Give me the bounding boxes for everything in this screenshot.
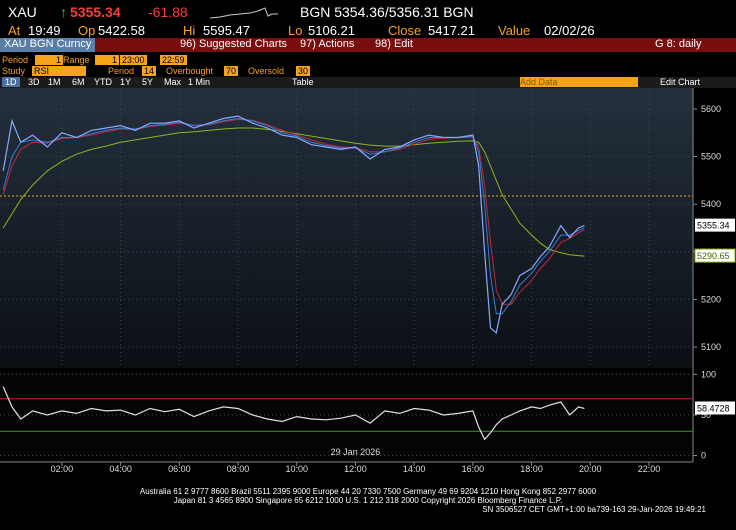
input[interactable]: 30 <box>296 66 311 76</box>
stat-value: 5422.58 <box>98 23 145 38</box>
label: Overbought <box>166 66 214 76</box>
label: Range <box>63 55 90 65</box>
menu-actions[interactable]: 97) Actions <box>300 38 355 50</box>
x-tick-label: 10:00 <box>285 464 308 474</box>
stat-value: 5417.21 <box>428 23 475 38</box>
rsi-label-box <box>695 401 735 415</box>
stat-value: 19:49 <box>28 23 61 38</box>
ticker: XAU <box>8 4 37 20</box>
range-tab[interactable]: 1D <box>2 77 20 87</box>
label: Study <box>2 66 26 76</box>
x-tick-label: 16:00 <box>462 464 485 474</box>
series-line <box>2 117 585 315</box>
stat-label: Value <box>498 23 531 38</box>
range-tab[interactable]: 6M <box>72 77 85 87</box>
series-line <box>2 115 585 334</box>
y-tick-label: 5400 <box>701 199 721 209</box>
input[interactable]: 1 <box>95 55 119 65</box>
series-line <box>2 386 585 441</box>
x-tick-label: 18:00 <box>520 464 543 474</box>
tab-row: Add Data Edit Chart 1D 3D 1M 6M YTD 1Y 5Y Max 1 … <box>0 77 736 88</box>
series-line <box>2 118 585 305</box>
last-label-box <box>695 218 735 232</box>
security[interactable]: XAU BGN Curncy <box>0 38 96 52</box>
price-panel <box>0 88 693 368</box>
stat-label: Close <box>388 23 422 38</box>
stat-value: 5595.47 <box>203 23 250 38</box>
y-tick-label: 100 <box>701 369 716 379</box>
x-tick-label: 22:00 <box>638 464 661 474</box>
y-tick-label: 5100 <box>701 342 721 352</box>
x-tick-label: 12:00 <box>344 464 367 474</box>
stat-label: Op <box>78 23 96 38</box>
date-label: 29 Jan 2026 <box>331 447 381 457</box>
range-tab[interactable]: 5Y <box>142 77 154 87</box>
input[interactable]: 22:59 <box>160 55 187 65</box>
input[interactable]: 14 <box>142 66 157 76</box>
study-row: Study RSI Period 14 Overbought 70 Overso… <box>0 66 736 77</box>
y-tick-label: 50 <box>701 410 711 420</box>
chart-number[interactable]: G 8: daily <box>655 38 702 50</box>
bid-ask: BGN 5354.36/5356.31 BGN <box>300 4 474 20</box>
stat-label: At <box>8 23 21 38</box>
edit-chart[interactable]: Edit Chart <box>660 77 701 87</box>
x-tick-label: 14:00 <box>403 464 426 474</box>
y-tick-label: 5200 <box>701 294 721 304</box>
toolbar: XAU BGN Curncy 96) Suggested Charts 97) … <box>0 38 736 52</box>
series-line <box>2 127 585 257</box>
quote-stats: At 19:49 Op 5422.58 Hi 5595.47 Lo 5106.21 Close 5… <box>0 23 736 38</box>
footer-line: Japan 81 3 4565 8900 Singapore 65 6212 1… <box>173 496 563 505</box>
net-change: -61.88 <box>148 4 188 20</box>
period-row: Period 1 Range 1 23:00 22:59 <box>0 55 736 66</box>
label: Period <box>2 55 29 65</box>
x-tick-label: 20:00 <box>579 464 602 474</box>
last-price: 5355.34 <box>70 4 121 20</box>
range-tab[interactable]: 1 Min <box>188 77 211 87</box>
label: Oversold <box>248 66 285 76</box>
last-label: 5355.34 <box>697 221 730 231</box>
stat-value: 5106.21 <box>308 23 355 38</box>
footer-line: SN 3506527 CET GMT+1:00 ba739-163 29-Jan… <box>482 505 706 514</box>
quote-header: XAU ↑ 5355.34 -61.88 BGN 5354.36/5356.31… <box>0 4 736 22</box>
input[interactable]: 70 <box>224 66 239 76</box>
stat-label: Lo <box>288 23 303 38</box>
y-tick-label: 0 <box>701 451 706 461</box>
y-tick-label: 5500 <box>701 152 721 162</box>
range-tab[interactable]: 3D <box>28 77 40 87</box>
range-tab[interactable]: Max <box>164 77 182 87</box>
x-tick-label: 02:00 <box>51 464 74 474</box>
ma-label: 5290.65 <box>697 251 730 261</box>
label: Period <box>108 66 135 76</box>
input[interactable]: 23:00 <box>120 55 147 65</box>
chart-area: 02:00 04:00 06:00 08:00 10:00 12:00 14:00 16:00… <box>0 88 736 474</box>
ma-label-box <box>694 248 736 263</box>
y-tick-label: 5600 <box>701 104 721 114</box>
menu-suggested[interactable]: 96) Suggested Charts <box>180 38 288 50</box>
menu-edit[interactable]: 98) Edit <box>375 38 413 50</box>
x-tick-label: 04:00 <box>109 464 132 474</box>
sparkline <box>210 7 278 19</box>
input[interactable]: RSI <box>32 66 86 76</box>
stat-value: 02/02/26 <box>544 23 595 38</box>
stat-label: Hi <box>183 23 196 38</box>
range-tab[interactable]: YTD <box>94 77 112 87</box>
range-tab[interactable]: 1M <box>48 77 61 87</box>
footer: Australia 61 2 9777 8600 Brazil 5511 239… <box>0 487 736 514</box>
x-tick-label: 08:00 <box>227 464 250 474</box>
input[interactable]: 1 <box>35 55 63 65</box>
rsi-label: 58.4728 <box>697 403 730 413</box>
range-tab[interactable]: 1Y <box>120 77 132 87</box>
footer-line: Australia 61 2 9777 8600 Brazil 5511 239… <box>139 487 597 496</box>
up-arrow: ↑ <box>60 4 67 20</box>
x-tick-label: 06:00 <box>168 464 191 474</box>
range-tab[interactable]: Table <box>292 77 314 87</box>
add-data[interactable]: Add Data <box>520 77 638 87</box>
